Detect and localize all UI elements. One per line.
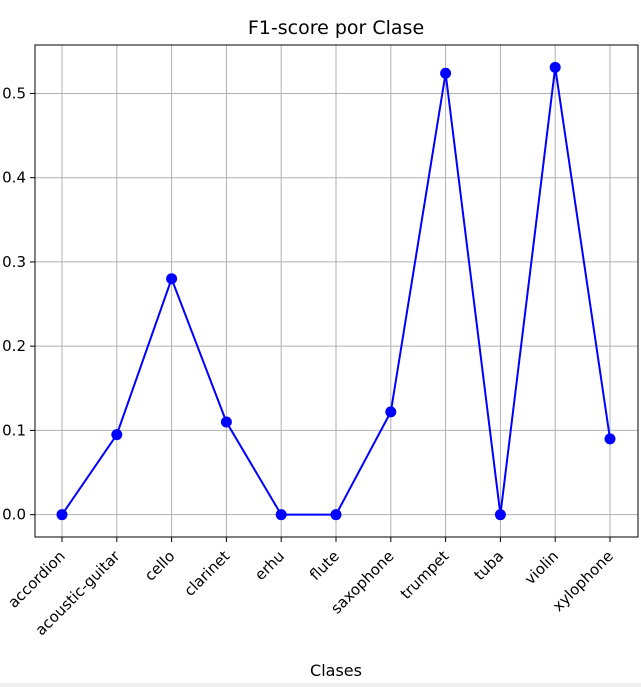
data-point	[166, 273, 178, 285]
x-axis-label: Clases	[310, 661, 362, 680]
x-tick-label: cello	[141, 547, 178, 584]
x-tick-label: violin	[521, 547, 562, 588]
data-point	[604, 433, 616, 445]
grid-lines	[35, 45, 638, 537]
data-series	[56, 61, 616, 521]
x-tick-label: erhu	[251, 547, 288, 584]
data-point	[330, 509, 342, 521]
data-point	[385, 406, 397, 418]
data-point	[494, 509, 506, 521]
y-tick-label: 0.0	[2, 506, 26, 524]
data-point	[220, 416, 232, 428]
y-tick-label: 0.2	[2, 337, 26, 355]
chart-title: F1-score por Clase	[248, 17, 424, 39]
y-axis-ticks: 0.0 0.1 0.2 0.3 0.4 0.5	[2, 84, 35, 524]
y-tick-label: 0.4	[2, 169, 26, 187]
x-tick-label: trumpet	[397, 547, 453, 603]
x-tick-label: flute	[306, 547, 343, 584]
x-tick-label: tuba	[470, 547, 507, 584]
y-tick-label: 0.1	[2, 421, 26, 439]
x-tick-label: clarinet	[181, 547, 234, 600]
data-point	[440, 67, 452, 79]
data-point	[111, 429, 123, 441]
data-point	[275, 509, 287, 521]
y-tick-label: 0.5	[2, 84, 26, 102]
y-tick-label: 0.3	[2, 253, 26, 271]
data-point	[549, 61, 561, 73]
data-point	[56, 509, 68, 521]
